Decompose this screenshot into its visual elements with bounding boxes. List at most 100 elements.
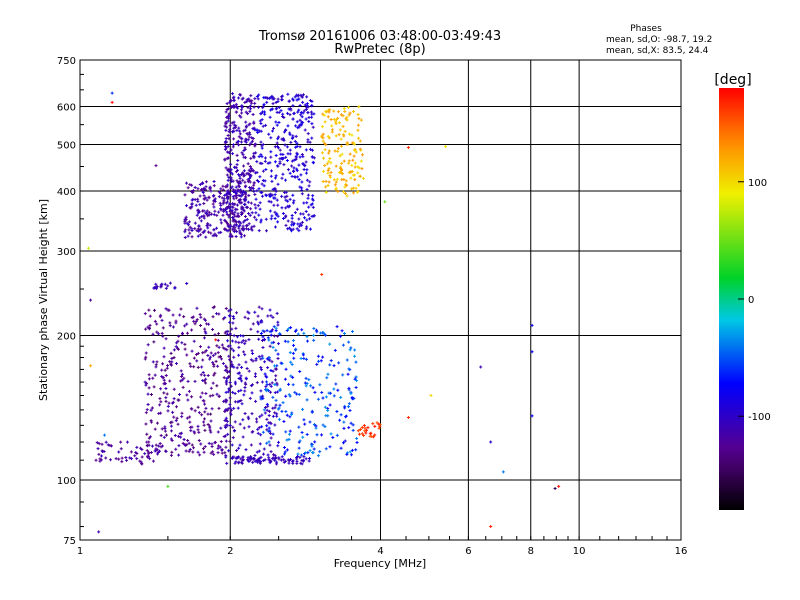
data-point xyxy=(284,206,288,210)
data-point xyxy=(213,333,217,337)
data-point xyxy=(312,333,316,337)
data-point xyxy=(150,406,154,410)
data-point xyxy=(243,139,247,143)
data-point xyxy=(291,169,295,173)
data-point xyxy=(347,367,351,371)
data-point xyxy=(328,445,332,449)
data-point xyxy=(358,147,362,151)
data-point xyxy=(356,128,360,132)
data-point xyxy=(300,223,304,227)
data-point xyxy=(190,235,194,239)
data-point xyxy=(241,435,245,439)
data-point xyxy=(233,228,237,232)
data-point xyxy=(198,313,202,317)
data-point xyxy=(155,421,159,425)
data-point xyxy=(220,357,224,361)
data-point xyxy=(185,322,189,326)
data-point xyxy=(251,460,255,464)
x-tick-label: 6 xyxy=(465,546,471,557)
data-point xyxy=(326,171,330,175)
data-point xyxy=(276,146,280,150)
data-point xyxy=(225,370,229,374)
data-point xyxy=(202,399,206,403)
data-point xyxy=(290,214,294,218)
data-point xyxy=(182,376,186,380)
data-point xyxy=(199,219,203,223)
data-point xyxy=(219,203,223,207)
data-point xyxy=(274,455,278,459)
data-point xyxy=(274,329,278,333)
data-point xyxy=(354,375,358,379)
data-point xyxy=(321,396,325,400)
data-point xyxy=(158,441,162,445)
data-point xyxy=(246,200,250,204)
data-point xyxy=(342,107,346,111)
data-point xyxy=(256,460,260,464)
data-point xyxy=(345,115,349,119)
data-point xyxy=(243,215,247,219)
data-point xyxy=(203,229,207,233)
data-point xyxy=(323,405,327,409)
data-point xyxy=(252,105,256,109)
data-point xyxy=(241,224,245,228)
data-point xyxy=(135,445,139,449)
data-point xyxy=(207,441,211,445)
data-point xyxy=(144,422,148,426)
data-point xyxy=(375,421,379,425)
data-point xyxy=(347,113,351,117)
data-point xyxy=(359,159,363,163)
data-point xyxy=(244,339,248,343)
data-point xyxy=(278,387,282,391)
data-point xyxy=(235,189,239,193)
data-point xyxy=(290,411,294,415)
data-point xyxy=(275,414,279,418)
data-point xyxy=(183,347,187,351)
data-point xyxy=(250,225,254,229)
data-point xyxy=(304,376,308,380)
data-point xyxy=(267,199,271,203)
data-point xyxy=(193,409,197,413)
data-point xyxy=(261,345,265,349)
data-point xyxy=(231,152,235,156)
data-point xyxy=(323,141,327,145)
data-point xyxy=(191,189,195,193)
data-point xyxy=(259,112,263,116)
data-point xyxy=(249,455,253,459)
data-point xyxy=(241,172,245,176)
data-point xyxy=(260,182,264,186)
data-point xyxy=(333,183,337,187)
data-point xyxy=(202,194,206,198)
data-point xyxy=(257,449,261,453)
data-point xyxy=(227,151,231,155)
data-point xyxy=(175,405,179,409)
data-point xyxy=(207,213,211,217)
data-point xyxy=(304,210,308,214)
data-point xyxy=(285,194,289,198)
data-point xyxy=(202,197,206,201)
data-point xyxy=(313,440,317,444)
data-point xyxy=(144,355,148,359)
data-point xyxy=(242,227,246,231)
data-point xyxy=(264,229,268,233)
data-point xyxy=(336,110,340,114)
data-point xyxy=(272,325,276,329)
data-point xyxy=(273,411,277,415)
data-point xyxy=(223,158,227,162)
data-point xyxy=(222,200,226,204)
data-point xyxy=(295,461,299,465)
data-point xyxy=(357,183,361,187)
data-point xyxy=(252,126,256,130)
data-point xyxy=(231,219,235,223)
data-point xyxy=(252,456,256,460)
data-point xyxy=(258,129,262,133)
data-point xyxy=(221,202,225,206)
data-point xyxy=(234,110,238,114)
data-point xyxy=(205,198,209,202)
data-point xyxy=(148,314,152,318)
data-point xyxy=(301,100,305,104)
data-point xyxy=(332,109,336,113)
data-point xyxy=(248,396,252,400)
data-point xyxy=(288,204,292,208)
data-point xyxy=(226,134,230,138)
data-point xyxy=(211,450,215,454)
